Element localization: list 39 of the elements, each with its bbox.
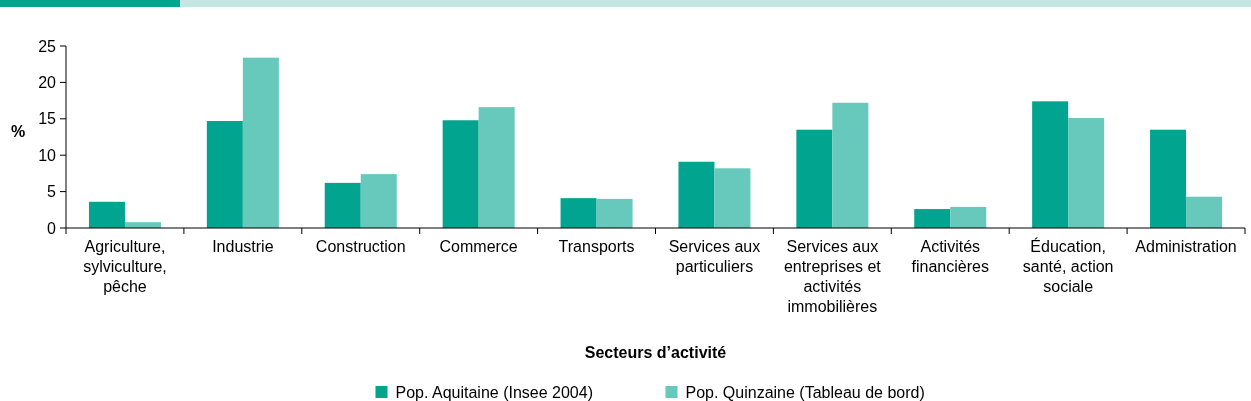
bar	[1068, 118, 1105, 228]
x-tick-label: Transports	[558, 238, 635, 255]
y-tick-label: 10	[38, 146, 57, 164]
x-tick-label: Administration	[1135, 238, 1237, 255]
x-tick-label: Activités financières	[911, 238, 989, 275]
x-tick-label: Industrie	[212, 238, 274, 255]
y-axis-title: %	[10, 123, 26, 140]
bar	[560, 198, 597, 228]
y-tick-label: 5	[47, 183, 57, 201]
x-axis-title: Secteurs d’activité	[584, 344, 727, 361]
y-tick-label: 15	[38, 110, 57, 128]
y-tick-label: 25	[38, 37, 57, 55]
bar	[1032, 101, 1069, 228]
bar	[206, 120, 243, 228]
x-tick-label: Agriculture, sylviculture, pêche	[83, 238, 167, 295]
x-tick-label: Services aux particuliers	[668, 238, 761, 275]
y-tick-label: 20	[38, 74, 57, 91]
bar	[714, 168, 751, 228]
bar	[596, 198, 633, 228]
bar	[478, 107, 515, 228]
x-tick-label: Commerce	[439, 238, 518, 255]
x-tick-label: Services aux entreprises et activités immobilières	[783, 238, 882, 315]
bar	[832, 102, 869, 228]
bar	[88, 201, 125, 228]
bar	[360, 174, 397, 228]
bar	[324, 182, 361, 228]
bar	[950, 206, 987, 228]
y-tick-label: 0	[47, 219, 57, 237]
bar	[678, 161, 715, 228]
x-tick-label: Éducation, santé, action sociale	[1022, 237, 1114, 295]
bar	[242, 57, 279, 228]
bar	[1150, 129, 1187, 228]
x-tick-label: Construction	[315, 238, 406, 255]
bar	[442, 120, 479, 228]
bar	[1186, 196, 1223, 228]
bar	[914, 209, 951, 228]
legend-label: Pop. Aquitaine (Insee 2004)	[395, 383, 593, 401]
bar	[796, 129, 833, 228]
legend-label: Pop. Quinzaine (Tableau de bord)	[685, 383, 925, 401]
